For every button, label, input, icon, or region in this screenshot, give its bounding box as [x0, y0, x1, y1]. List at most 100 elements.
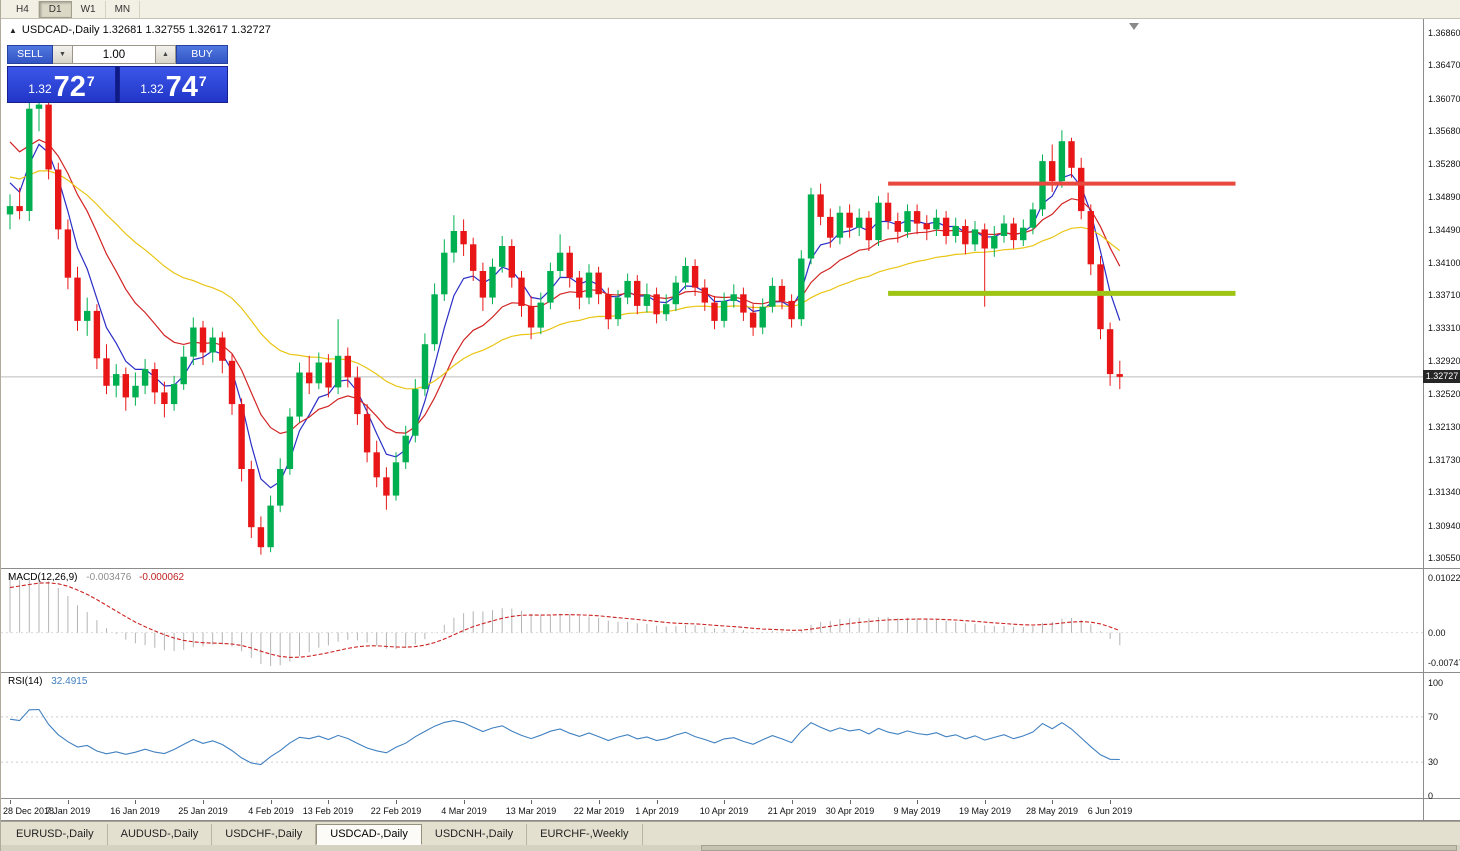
price-axis[interactable]: 0.010229 0.00 -0.007477 1.36860 1.36470 1.…	[1424, 0, 1460, 851]
price-axis-label: 1.31340	[1428, 487, 1460, 497]
price-axis-label: 1.36470	[1428, 60, 1460, 70]
time-axis-tick	[657, 800, 658, 804]
time-axis-tick	[1052, 800, 1053, 804]
price-axis-label: 1.32920	[1428, 356, 1460, 366]
panel-resize-handle[interactable]	[1, 798, 1460, 799]
tabs-scrollbar[interactable]	[1, 845, 1460, 851]
macd-name: MACD(12,26,9)	[8, 572, 78, 583]
chart-tab-usdcnh[interactable]: USDCNH-,Daily	[422, 824, 528, 845]
volume-increase-button[interactable]: ▲	[156, 45, 176, 64]
buy-price-big: 74	[165, 71, 198, 103]
chart-shift-marker	[1129, 23, 1139, 30]
panel-resize-handle[interactable]	[1, 672, 1460, 673]
time-axis[interactable]: 28 Dec 2018 7 Jan 2019 16 Jan 2019 25 Jan 2…	[1, 799, 1423, 821]
volume-input[interactable]	[73, 45, 156, 64]
time-axis-label: 13 Feb 2019	[302, 806, 354, 816]
time-axis-tick	[328, 800, 329, 804]
time-axis-tick	[10, 800, 11, 804]
sell-button[interactable]: SELL	[7, 45, 53, 64]
spinner-up-icon: ▲	[162, 51, 169, 58]
rsi-axis-label: 0	[1428, 791, 1434, 801]
timeframe-toolbar: H4 D1 W1 MN	[1, 0, 1460, 19]
time-axis-tick	[531, 800, 532, 804]
timeframe-button-MN[interactable]: MN	[106, 0, 141, 18]
one-click-collapse-icon[interactable]: ▲	[9, 25, 17, 35]
price-axis-label: 1.34890	[1428, 192, 1460, 202]
price-axis-label: 1.34490	[1428, 225, 1460, 235]
time-axis-label: 25 Jan 2019	[178, 806, 228, 816]
sell-price-tile[interactable]: 1.32 72 7	[7, 66, 116, 103]
time-axis-tick	[464, 800, 465, 804]
tabs-scrollbar-thumb[interactable]	[701, 845, 1457, 851]
sell-price-prefix: 1.32	[28, 82, 52, 96]
timeframe-button-H4[interactable]: H4	[7, 0, 39, 18]
buy-price-prefix: 1.32	[140, 82, 164, 96]
timeframe-button-W1[interactable]: W1	[72, 0, 106, 18]
time-axis-tick	[203, 800, 204, 804]
time-axis-label: 10 Apr 2019	[699, 806, 749, 816]
moving-average-line-34	[9, 170, 1121, 390]
candles-layer	[6, 89, 1123, 555]
time-axis-tick	[135, 800, 136, 804]
sell-price-big: 72	[53, 71, 86, 103]
chart-tab-eurchf[interactable]: EURCHF-,Weekly	[527, 824, 643, 845]
one-click-trading-panel: SELL ▼ ▲ BUY 1.32 72 7 1.32 74 7	[7, 45, 228, 103]
sell-price-sup: 7	[86, 73, 95, 89]
timeframe-button-D1[interactable]: D1	[38, 0, 72, 18]
macd-axis-label: 0.010229	[1428, 573, 1460, 583]
rsi-value: 32.4915	[51, 676, 88, 687]
time-axis-tick	[1110, 800, 1111, 804]
time-axis-tick	[792, 800, 793, 804]
buy-price-sup: 7	[198, 73, 207, 89]
time-axis-tick	[850, 800, 851, 804]
time-axis-label: 30 Apr 2019	[825, 806, 875, 816]
macd-indicator-canvas[interactable]	[1, 569, 1423, 672]
price-chart-canvas[interactable]	[1, 19, 1423, 568]
time-axis-label: 7 Jan 2019	[45, 806, 91, 816]
window-bottom-border	[1, 820, 1460, 821]
time-axis-tick	[599, 800, 600, 804]
time-axis-label: 4 Feb 2019	[248, 806, 294, 816]
time-axis-label: 1 Apr 2019	[635, 806, 679, 816]
current-price-tag: 1.32727	[1423, 370, 1460, 383]
price-axis-label: 1.35680	[1428, 126, 1460, 136]
rsi-indicator-label: RSI(14) 32.4915	[8, 676, 87, 687]
buy-button[interactable]: BUY	[176, 45, 228, 64]
rsi-name: RSI(14)	[8, 676, 43, 687]
price-axis-label: 1.31730	[1428, 455, 1460, 465]
time-axis-tick	[396, 800, 397, 804]
time-axis-tick	[271, 800, 272, 804]
rsi-indicator-canvas[interactable]	[1, 673, 1423, 798]
chart-tab-audusd[interactable]: AUDUSD-,Daily	[108, 824, 213, 845]
time-axis-label: 22 Mar 2019	[573, 806, 625, 816]
macd-value-signal: -0.000062	[139, 572, 185, 583]
price-axis-label: 1.32520	[1428, 389, 1460, 399]
price-axis-label: 1.32130	[1428, 422, 1460, 432]
time-axis-tick	[985, 800, 986, 804]
buy-price-tile[interactable]: 1.32 74 7	[119, 66, 228, 103]
volume-decrease-button[interactable]: ▼	[53, 45, 73, 64]
rsi-axis-label: 70	[1428, 712, 1439, 722]
chart-tab-usdcad[interactable]: USDCAD-,Daily	[316, 824, 422, 845]
price-axis-label: 1.35280	[1428, 159, 1460, 169]
price-axis-label: 1.30550	[1428, 553, 1460, 563]
chart-tabs-bar: EURUSD-,Daily AUDUSD-,Daily USDCHF-,Daily U…	[3, 824, 643, 845]
chart-tab-eurusd[interactable]: EURUSD-,Daily	[3, 824, 108, 845]
time-axis-label: 13 Mar 2019	[505, 806, 557, 816]
rsi-axis-label: 100	[1428, 678, 1444, 688]
macd-indicator-label: MACD(12,26,9) -0.003476 -0.000062	[8, 572, 184, 583]
time-axis-tick	[68, 800, 69, 804]
rsi-axis-label: 30	[1428, 757, 1439, 767]
spinner-down-icon: ▼	[59, 51, 66, 58]
price-axis-label: 1.36070	[1428, 94, 1460, 104]
time-axis-label: 9 May 2019	[893, 806, 941, 816]
chart-tab-usdchf[interactable]: USDCHF-,Daily	[212, 824, 317, 845]
chart-title: USDCAD-,Daily 1.32681 1.32755 1.32617 1.…	[21, 24, 271, 36]
price-axis-label: 1.33710	[1428, 290, 1460, 300]
macd-histogram	[9, 575, 1121, 666]
price-axis-label: 1.33310	[1428, 323, 1460, 333]
price-axis-label: 1.30940	[1428, 521, 1460, 531]
time-axis-tick	[724, 800, 725, 804]
panel-resize-handle[interactable]	[1, 568, 1460, 569]
